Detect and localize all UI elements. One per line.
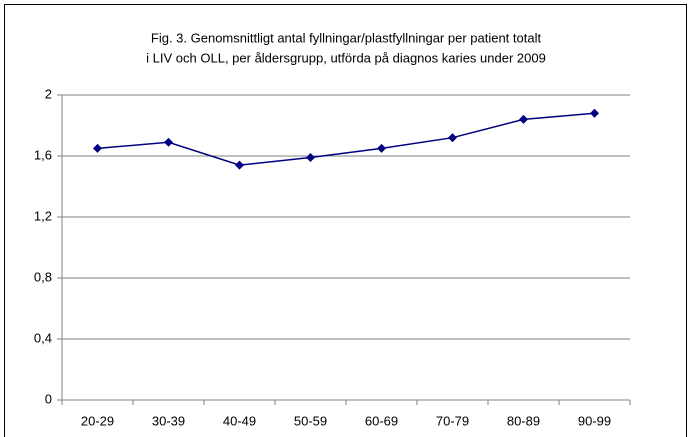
chart-title: i LIV och OLL, per åldersgrupp, utförda … [146, 50, 546, 65]
x-tick-label: 40-49 [223, 413, 256, 428]
x-tick-label: 30-39 [152, 413, 185, 428]
data-marker [377, 143, 386, 153]
x-tick-label: 80-89 [507, 413, 540, 428]
data-marker [93, 143, 102, 153]
data-marker [164, 137, 173, 147]
x-tick-label: 60-69 [365, 413, 398, 428]
data-line [97, 112, 595, 166]
y-tick-label: 0 [45, 391, 52, 406]
data-marker [519, 114, 528, 124]
x-tick-label: 20-29 [81, 413, 114, 428]
data-marker [448, 133, 457, 143]
chart-border [4, 4, 687, 437]
y-tick-label: 0,4 [34, 330, 52, 345]
y-tick-label: 2 [45, 86, 52, 101]
chart-title: Fig. 3. Genomsnittligt antal fyllningar/… [151, 30, 542, 45]
data-marker [306, 153, 315, 163]
x-tick-label: 50-59 [294, 413, 327, 428]
data-marker [235, 160, 244, 170]
x-tick-label: 90-99 [578, 413, 611, 428]
y-tick-label: 1,2 [34, 208, 52, 223]
y-tick-label: 1,6 [34, 147, 52, 162]
data-marker [590, 108, 599, 118]
x-tick-label: 70-79 [436, 413, 469, 428]
y-tick-label: 0,8 [34, 269, 52, 284]
